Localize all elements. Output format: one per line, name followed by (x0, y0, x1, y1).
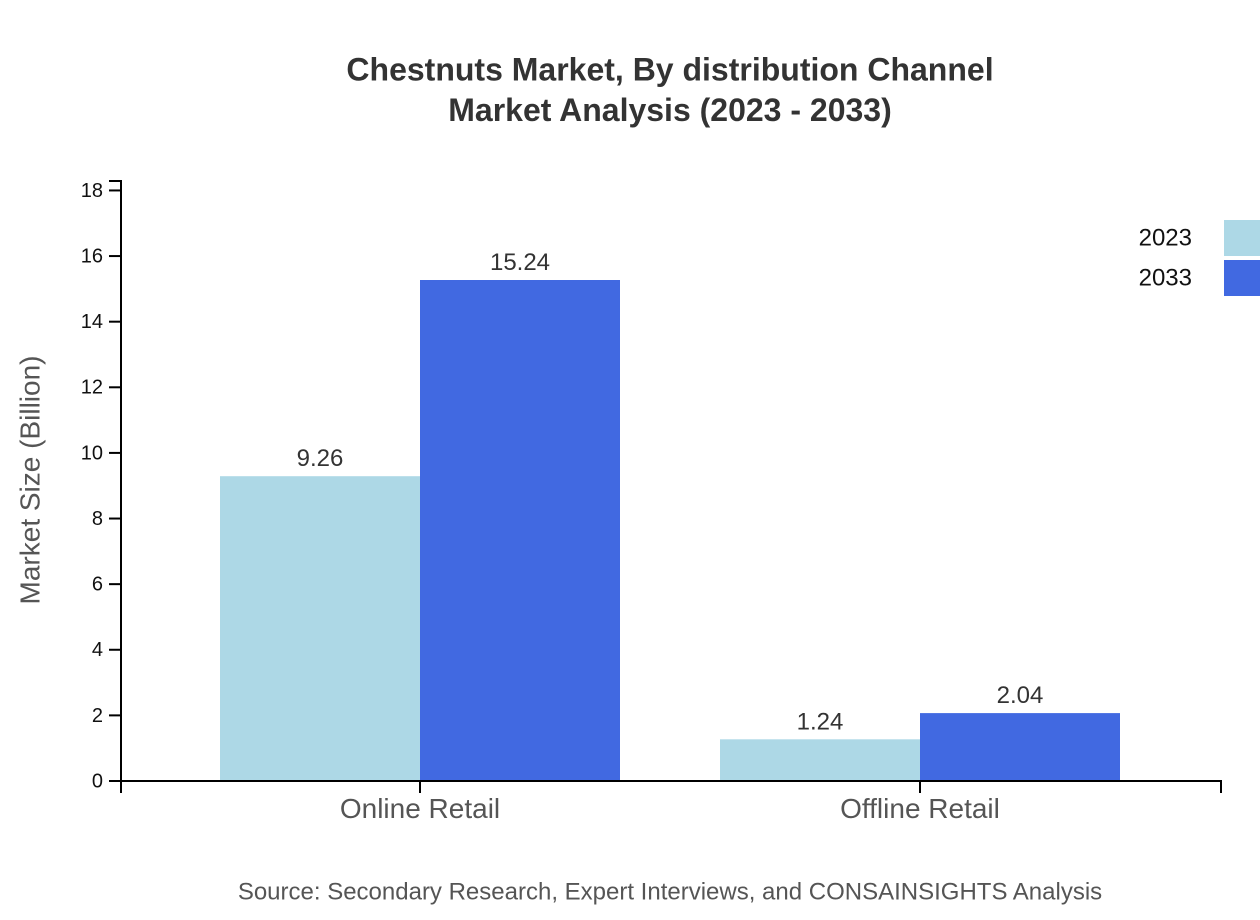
svg-text:Market Size (Billion): Market Size (Billion) (15, 356, 46, 605)
svg-text:Online Retail: Online Retail (340, 793, 500, 824)
svg-text:16: 16 (81, 245, 103, 267)
svg-text:12: 12 (81, 377, 103, 399)
svg-text:15.24: 15.24 (490, 249, 550, 276)
svg-text:0: 0 (92, 770, 103, 792)
svg-text:2: 2 (92, 705, 103, 727)
svg-text:Chestnuts Market, By distribut: Chestnuts Market, By distribution Channe… (346, 52, 993, 88)
svg-text:Source: Secondary Research, Ex: Source: Secondary Research, Expert Inter… (238, 878, 1102, 905)
svg-text:Market Analysis (2023 - 2033): Market Analysis (2023 - 2033) (448, 92, 892, 128)
svg-text:14: 14 (81, 311, 103, 333)
svg-text:6: 6 (92, 574, 103, 596)
svg-text:1.24: 1.24 (797, 708, 844, 735)
svg-text:2023: 2023 (1139, 225, 1192, 252)
svg-text:Offline Retail: Offline Retail (840, 793, 1000, 824)
svg-text:2.04: 2.04 (997, 682, 1044, 709)
svg-text:8: 8 (92, 508, 103, 530)
svg-text:18: 18 (81, 180, 103, 202)
svg-text:9.26: 9.26 (297, 445, 344, 472)
svg-text:4: 4 (92, 639, 103, 661)
svg-text:10: 10 (81, 442, 103, 464)
svg-text:2033: 2033 (1139, 265, 1192, 292)
